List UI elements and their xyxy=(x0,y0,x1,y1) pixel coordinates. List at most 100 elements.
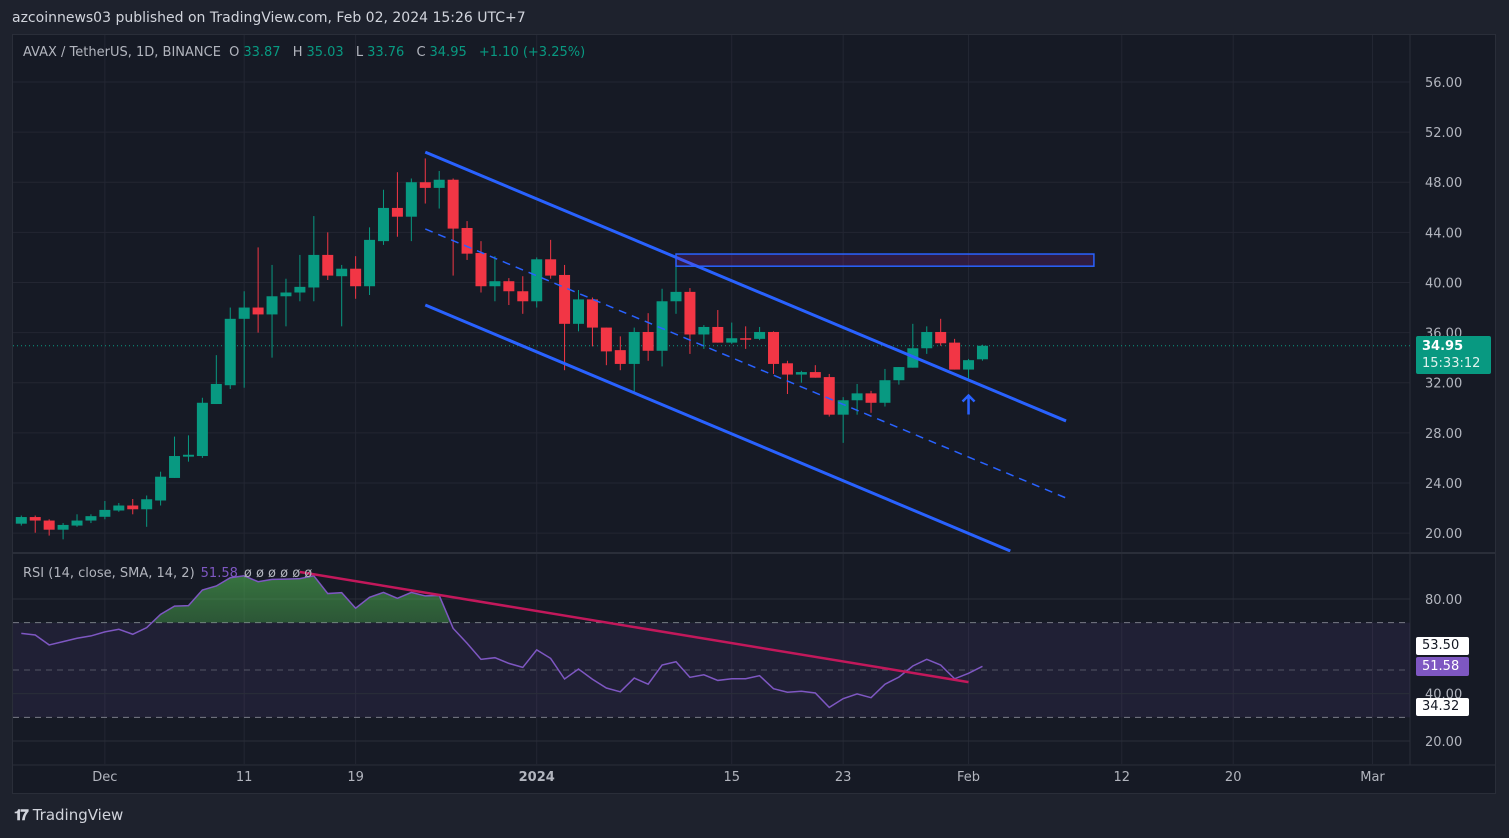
candle xyxy=(364,227,376,296)
candle xyxy=(475,241,487,293)
candle-body xyxy=(210,383,222,405)
candle-body xyxy=(559,274,571,324)
candle-body xyxy=(879,380,891,403)
date-tick-label: 19 xyxy=(347,770,364,785)
candle xyxy=(308,216,320,302)
price-tick-label: 40.00 xyxy=(1425,276,1462,291)
candle-body xyxy=(280,292,292,297)
candle-body xyxy=(628,331,640,364)
candle xyxy=(127,498,139,515)
candle-body xyxy=(391,207,403,217)
candle-body xyxy=(614,350,626,364)
candle-body xyxy=(364,239,376,287)
rsi-title: RSI (14, close, SMA, 14, 2) xyxy=(23,566,195,581)
candle-body xyxy=(15,517,27,524)
candle-body xyxy=(809,372,821,378)
candle xyxy=(182,435,194,462)
candle-body xyxy=(336,268,348,277)
open-value: 33.87 xyxy=(243,45,281,60)
channel-lower-line xyxy=(424,303,1011,552)
date-tick-label: 2024 xyxy=(519,770,555,785)
candle-body xyxy=(781,363,793,375)
date-tick-label: 23 xyxy=(835,770,852,785)
candle xyxy=(15,515,27,526)
low-value: 33.76 xyxy=(367,45,405,60)
candle-body xyxy=(99,509,111,517)
candle-body xyxy=(57,524,69,530)
candle-body xyxy=(837,400,849,415)
candle xyxy=(433,170,445,209)
change-value: +1.10 (+3.25%) xyxy=(478,45,586,60)
candle xyxy=(210,355,222,405)
candle-body xyxy=(489,281,501,287)
candle-body xyxy=(503,281,515,292)
candle-body xyxy=(754,331,766,339)
candle-body xyxy=(642,331,654,351)
candle-body xyxy=(196,402,208,457)
candle xyxy=(405,178,417,242)
rsi-overbought-fill xyxy=(151,575,451,623)
candle-body xyxy=(461,227,473,254)
candle xyxy=(419,158,431,204)
candle xyxy=(461,221,473,260)
candle xyxy=(712,310,724,343)
candle-body xyxy=(684,291,696,335)
candle-body xyxy=(573,299,584,324)
candle xyxy=(865,390,877,413)
candle-body xyxy=(447,179,459,229)
candle-body xyxy=(308,254,320,288)
rsi-legend[interactable]: RSI (14, close, SMA, 14, 2) 51.58 ø ø ø ø … xyxy=(23,566,312,581)
candle xyxy=(155,471,167,506)
candle-body xyxy=(182,454,194,457)
rsi-trendline xyxy=(299,570,969,684)
candle xyxy=(57,523,69,540)
close-value: 34.95 xyxy=(429,45,467,60)
date-tick-label: 12 xyxy=(1113,770,1130,785)
resistance-box xyxy=(675,253,1095,267)
tradingview-logo-icon: 𝟏𝟕 xyxy=(14,806,29,824)
candle xyxy=(391,172,403,237)
rsi-empty-values: ø ø ø ø ø ø xyxy=(243,566,313,581)
candle xyxy=(614,336,626,371)
low-label: L xyxy=(355,45,364,60)
candle xyxy=(113,503,125,512)
rsi-legend-value: 51.58 xyxy=(200,566,238,581)
candle-body xyxy=(823,377,835,415)
candle xyxy=(823,373,835,417)
candle xyxy=(489,256,501,302)
price-tick-label: 28.00 xyxy=(1425,427,1462,442)
last-price-tag: 34.95 15:33:12 xyxy=(1416,336,1491,374)
price-tick-label: 24.00 xyxy=(1425,477,1462,492)
tradingview-brand[interactable]: 𝟏𝟕 TradingView xyxy=(14,806,123,824)
candle-body xyxy=(266,296,278,315)
candle-body xyxy=(517,291,529,302)
price-tick-label: 32.00 xyxy=(1425,377,1462,392)
symbol-legend: AVAX / TetherUS, 1D, BINANCE O 33.87 H 35.… xyxy=(23,45,589,60)
rsi-tick-label: 80.00 xyxy=(1425,593,1462,608)
chart-frame[interactable] xyxy=(12,34,1496,794)
candle xyxy=(99,501,111,520)
candle xyxy=(294,254,306,302)
price-tick-label: 44.00 xyxy=(1425,226,1462,241)
rsi-lower-tag: 34.32 xyxy=(1416,698,1469,716)
candle xyxy=(754,326,766,341)
candle-body xyxy=(963,360,975,370)
candle xyxy=(43,519,55,536)
candle-body xyxy=(169,456,181,478)
channel-upper-line xyxy=(424,150,1067,423)
candle xyxy=(907,323,919,368)
candle-body xyxy=(350,268,362,287)
candle-body xyxy=(238,307,250,319)
date-tick-label: 15 xyxy=(723,770,740,785)
candle xyxy=(740,326,752,349)
candle-body xyxy=(768,331,780,364)
date-tick-label: Feb xyxy=(957,770,980,785)
candle-body xyxy=(795,372,807,375)
candle-body xyxy=(851,393,863,401)
candle-body xyxy=(29,517,41,521)
candle xyxy=(879,368,891,407)
publish-info: azcoinnews03 published on TradingView.co… xyxy=(12,10,526,26)
candle xyxy=(545,239,557,279)
symbol-title[interactable]: AVAX / TetherUS, 1D, BINANCE xyxy=(23,45,221,60)
